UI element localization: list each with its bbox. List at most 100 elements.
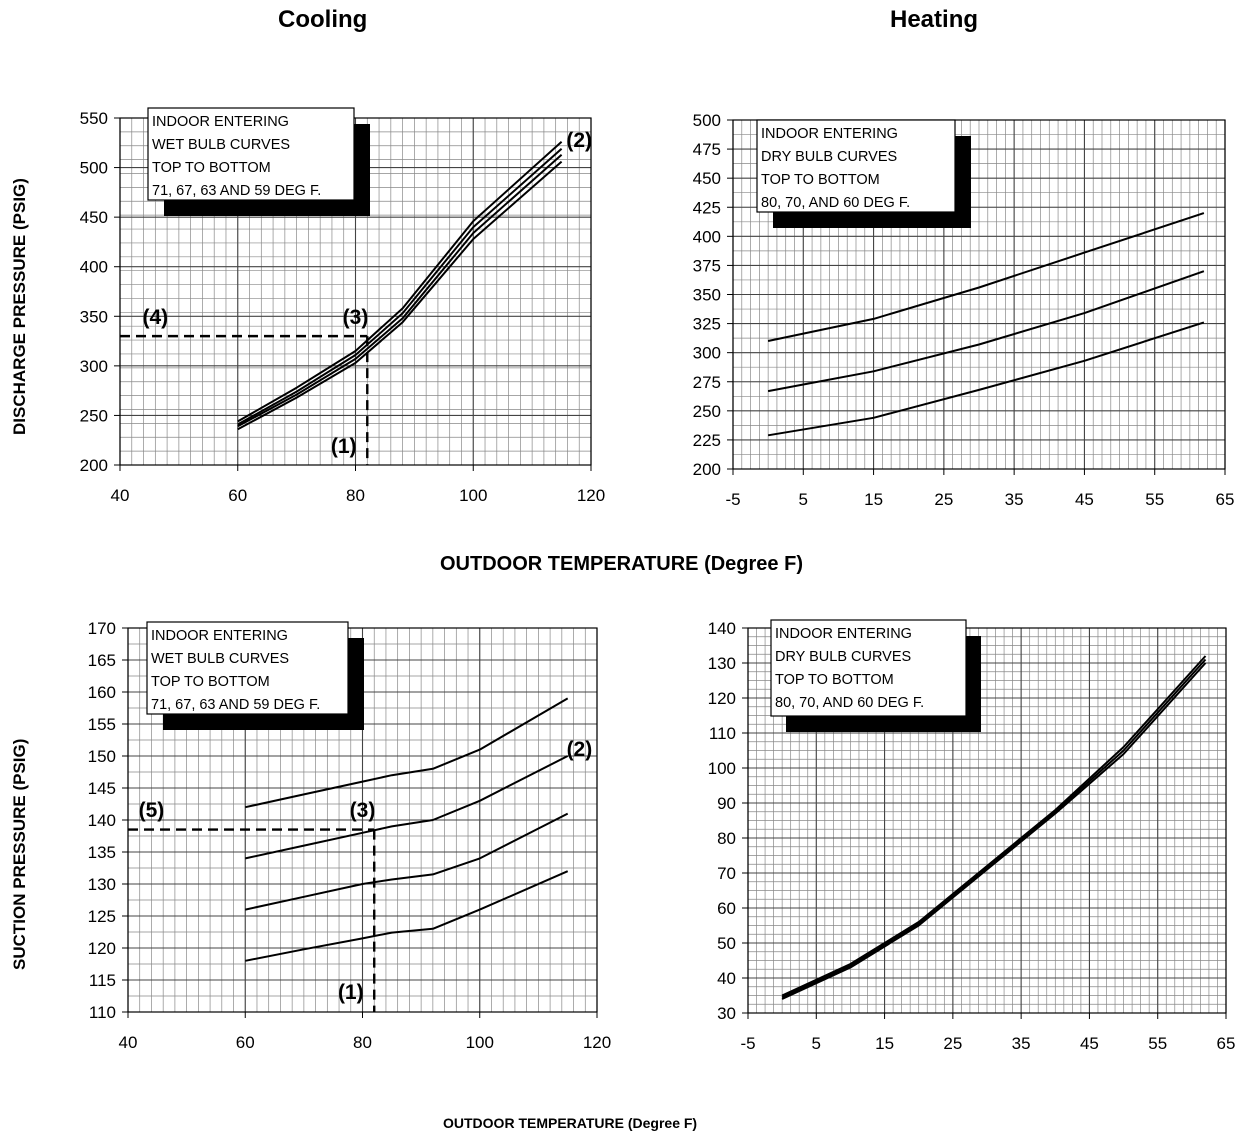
annotation-label: (1) xyxy=(331,435,357,458)
y-tick-label: 350 xyxy=(693,286,721,305)
y-tick-label: 130 xyxy=(88,875,116,894)
y-tick-label: 450 xyxy=(80,208,108,227)
series-line-1 xyxy=(767,212,1205,342)
y-tick-label: 60 xyxy=(717,899,736,918)
series-line-2 xyxy=(767,270,1205,393)
y-tick-label: 110 xyxy=(89,1003,116,1022)
series-line-1 xyxy=(245,697,569,809)
legend-box xyxy=(756,119,956,213)
y-tick-label: 155 xyxy=(88,715,116,734)
y-tick-label: 475 xyxy=(693,140,721,159)
y-tick-label: 130 xyxy=(708,654,736,673)
y-tick-label: 325 xyxy=(693,315,721,334)
y-tick-label: 500 xyxy=(693,111,721,130)
x-tick-label: 35 xyxy=(1012,1034,1031,1053)
y-tick-label: 425 xyxy=(693,198,721,217)
y-tick-label: 400 xyxy=(80,258,108,277)
x-tick-label: 5 xyxy=(812,1034,821,1053)
x-tick-label: 25 xyxy=(943,1034,962,1053)
plot-area-frame xyxy=(747,627,1227,1014)
legend-text-line: INDOOR ENTERING xyxy=(761,126,898,142)
y-tick-label: 140 xyxy=(708,619,736,638)
x-tick-label: 15 xyxy=(864,490,883,509)
annotation-label: (5) xyxy=(139,799,165,822)
x-tick-label: 65 xyxy=(1217,1034,1236,1053)
y-tick-label: 120 xyxy=(88,939,116,958)
y-tick-label: 115 xyxy=(89,971,116,990)
y-tick-label: 375 xyxy=(693,256,721,275)
x-tick-label: 120 xyxy=(577,486,605,505)
legend-text-line: 80, 70, AND 60 DEG F. xyxy=(761,195,910,211)
y-tick-label: 90 xyxy=(717,794,736,813)
x-tick-label: 45 xyxy=(1080,1034,1099,1053)
y-tick-label: 140 xyxy=(88,811,116,830)
x-tick-label: 55 xyxy=(1148,1034,1167,1053)
legend-box xyxy=(770,619,967,717)
y-tick-label: 150 xyxy=(88,747,116,766)
heating-header: Heating xyxy=(890,6,979,33)
y-tick-label: 250 xyxy=(693,402,721,421)
y-tick-label: 145 xyxy=(88,779,116,798)
y-tick-label: 300 xyxy=(80,357,108,376)
y-tick-label: 30 xyxy=(717,1004,736,1023)
x-tick-label: 80 xyxy=(353,1033,372,1052)
x-tick-label: 60 xyxy=(228,486,247,505)
annotation-label: (2) xyxy=(566,129,592,152)
y-tick-label: 165 xyxy=(88,651,116,670)
y-tick-label: 250 xyxy=(80,406,108,425)
legend-text-line: DRY BULB CURVES xyxy=(775,649,911,665)
series-line-3 xyxy=(237,153,563,428)
legend-text-line: INDOOR ENTERING xyxy=(152,114,289,130)
y-tick-label: 550 xyxy=(80,109,108,128)
x-tick-label: 60 xyxy=(236,1033,255,1052)
cooling-header: Cooling xyxy=(278,6,368,33)
annotation-label: (4) xyxy=(142,306,168,329)
x-tick-label: 45 xyxy=(1075,490,1094,509)
legend-text-line: DRY BULB CURVES xyxy=(761,149,897,165)
bottom-x-axis-label: OUTDOOR TEMPERATURE (Degree F) xyxy=(443,1115,698,1131)
x-tick-label: 15 xyxy=(875,1034,894,1053)
x-tick-label: 120 xyxy=(583,1033,611,1052)
series-line-2 xyxy=(237,147,563,426)
legend-text-line: 71, 67, 63 AND 59 DEG F. xyxy=(152,183,321,199)
legend-box xyxy=(146,621,349,715)
middle-x-axis-label: OUTDOOR TEMPERATURE (Degree F) xyxy=(440,553,803,575)
x-tick-label: 80 xyxy=(346,486,365,505)
x-tick-label: 5 xyxy=(799,490,808,509)
y-tick-label: 400 xyxy=(693,227,721,246)
x-tick-label: 25 xyxy=(934,490,953,509)
legend-text-line: 80, 70, AND 60 DEG F. xyxy=(775,695,924,711)
y-tick-label: 80 xyxy=(717,829,736,848)
legend-text-line: TOP TO BOTTOM xyxy=(775,672,894,688)
legend-text-line: TOP TO BOTTOM xyxy=(761,172,880,188)
x-tick-label: 100 xyxy=(466,1033,494,1052)
x-tick-label: 55 xyxy=(1145,490,1164,509)
legend-box xyxy=(147,107,355,201)
x-tick-label: -5 xyxy=(740,1034,755,1053)
series-line-2 xyxy=(781,658,1207,999)
y-tick-label: 450 xyxy=(693,169,721,188)
y-tick-label: 160 xyxy=(88,683,116,702)
y-tick-label: 70 xyxy=(717,864,736,883)
y-tick-label: 225 xyxy=(693,431,721,450)
x-tick-label: 100 xyxy=(459,486,487,505)
series-line-3 xyxy=(767,321,1205,437)
legend-text-line: TOP TO BOTTOM xyxy=(151,674,270,690)
y-tick-label: 100 xyxy=(708,759,736,778)
series-line-1 xyxy=(237,141,563,423)
x-tick-label: 35 xyxy=(1005,490,1024,509)
y-tick-label: 275 xyxy=(693,373,721,392)
y-tick-label: 125 xyxy=(88,907,116,926)
series-line-4 xyxy=(237,160,563,431)
x-tick-label: -5 xyxy=(725,490,740,509)
y-tick-label: 200 xyxy=(80,456,108,475)
y-tick-label: 300 xyxy=(693,344,721,363)
y-tick-label: 50 xyxy=(717,934,736,953)
y-tick-label: 170 xyxy=(88,619,116,638)
legend-text-line: WET BULB CURVES xyxy=(152,137,290,153)
y-tick-label: 110 xyxy=(709,724,736,743)
legend-text-line: INDOOR ENTERING xyxy=(775,626,912,642)
